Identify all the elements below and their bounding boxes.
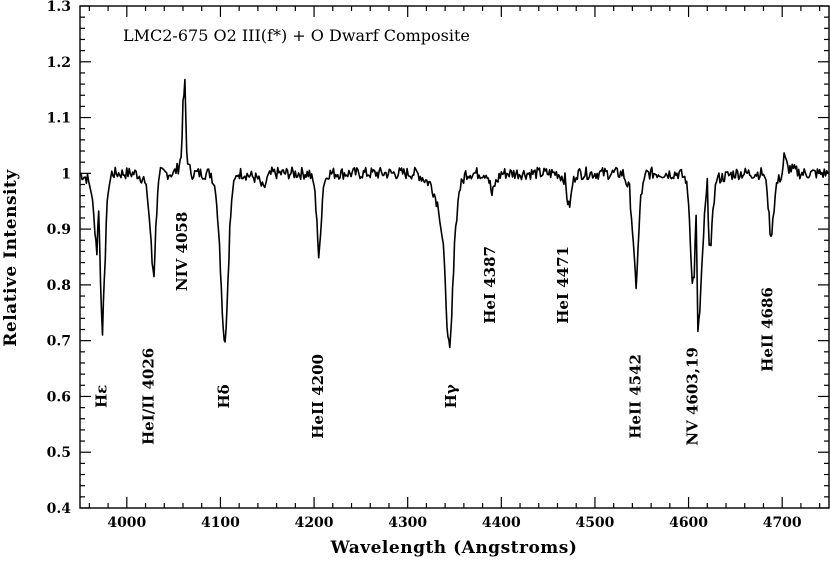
line-label: HeI 4387	[481, 246, 499, 324]
y-tick-label: 0.8	[47, 278, 71, 294]
line-label: HeII 4542	[626, 354, 644, 439]
x-tick-label: 4000	[107, 515, 146, 531]
line-label: Hδ	[215, 384, 233, 408]
spectrum-line	[79, 78, 830, 349]
y-tick-label: 1.2	[47, 55, 71, 71]
annotations-group: Hε HeI/II 4026 NIV 4058 Hδ HeII 4200 Hγ HeI 43…	[93, 212, 777, 446]
line-label: NIV 4058	[173, 212, 191, 291]
line-label: HeII 4200	[309, 354, 327, 439]
y-tick-label: 0.9	[47, 222, 71, 238]
y-tick-label: 0.5	[47, 445, 71, 461]
line-label: HeII 4686	[758, 287, 776, 372]
y-tick-label: 1.3	[47, 0, 71, 15]
x-tick-label: 4200	[295, 515, 334, 531]
y-tick-label: 1.1	[47, 111, 71, 127]
x-axis-title: Wavelength (Angstroms)	[330, 538, 578, 557]
x-tick-label: 4400	[482, 515, 521, 531]
y-tick-label: 0.7	[47, 334, 71, 350]
axes-group: 4000 4100 4200 4300 4400 4500 4600 4700 0.4 0.5 0.…	[47, 0, 830, 531]
line-label: Hε	[93, 385, 111, 408]
line-label: HeI/II 4026	[139, 348, 157, 445]
plot-frame	[79, 5, 830, 509]
y-tick-label: 0.4	[47, 501, 72, 517]
y-tick-label: 0.6	[47, 389, 71, 405]
y-axis-title: Relative Intensity	[1, 169, 21, 347]
line-label: NV 4603,19	[683, 347, 701, 445]
line-label: Hγ	[442, 384, 460, 408]
x-tick-label: 4700	[763, 515, 802, 531]
x-tick-label: 4100	[201, 515, 240, 531]
x-tick-label: 4500	[575, 515, 614, 531]
plot-title: LMC2-675 O2 III(f*) + O Dwarf Composite	[123, 26, 470, 45]
x-tick-label: 4300	[388, 515, 427, 531]
line-label: HeI 4471	[554, 246, 572, 324]
x-tick-label: 4600	[669, 515, 708, 531]
y-tick-label: 1	[61, 166, 71, 182]
